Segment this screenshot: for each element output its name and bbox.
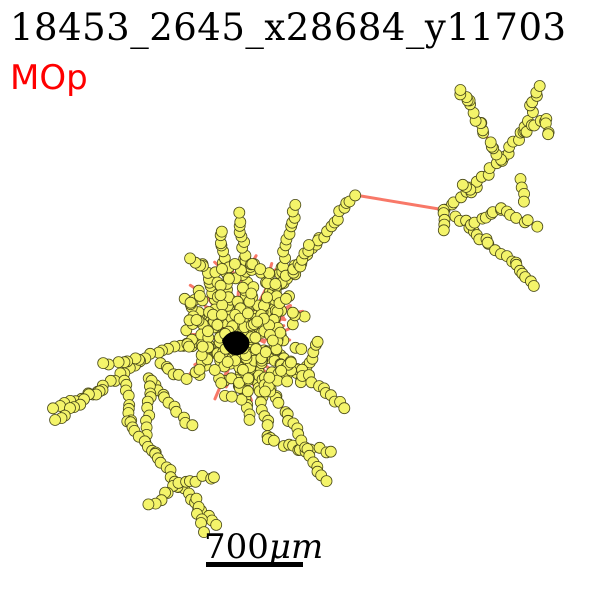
neurite-nodes [47, 80, 555, 538]
neurite-node [184, 296, 197, 309]
neurite-node [228, 258, 241, 270]
neurite-node [259, 385, 271, 398]
neurite-node [216, 263, 228, 275]
neurite-node [338, 402, 351, 415]
soma-body [222, 331, 250, 356]
neurite-node [269, 278, 282, 290]
neurite-node [298, 310, 311, 323]
neurite-node [236, 281, 249, 294]
neurite-node [261, 419, 274, 432]
neurite-segment [353, 193, 447, 212]
neurite-node [261, 291, 273, 304]
neurite-node [454, 84, 467, 96]
neurite-node [241, 307, 254, 320]
neurite-node [221, 356, 234, 368]
neurite-node [211, 318, 224, 331]
neurite-node [295, 343, 308, 356]
scale-bar [206, 562, 303, 567]
neurite-node [245, 287, 258, 300]
neurite-node [214, 289, 227, 302]
neurite-node [190, 314, 203, 326]
neurite-node [249, 331, 262, 344]
neurite-node [275, 364, 288, 377]
neurite-node [481, 236, 494, 249]
neurite-node [112, 356, 125, 369]
neurite-node [180, 373, 193, 385]
neurite-node [263, 371, 276, 384]
neurite-node [254, 263, 267, 276]
scale-bar-label: 700μm [204, 527, 324, 567]
neurite-node [233, 206, 246, 219]
neurite-node [198, 526, 210, 538]
neurite-node [215, 225, 228, 238]
neurite-node [142, 498, 155, 511]
neurite-node [201, 325, 214, 338]
neurite-node [210, 519, 223, 531]
neurite-node [320, 475, 333, 488]
neuron-title: 18453_2645_x28684_y11703 [10, 6, 567, 49]
neurite-node [193, 363, 206, 376]
neurite-node [49, 414, 61, 426]
brain-region-label: MOp [10, 58, 88, 98]
neurite-node [193, 289, 206, 302]
neurite-node [241, 385, 254, 398]
neurite-node [527, 280, 540, 292]
neurite-node [47, 402, 59, 415]
neurite-node [186, 419, 199, 432]
neurite-node [225, 390, 238, 403]
neurite-node [533, 80, 546, 92]
neurite-node [259, 346, 272, 359]
neurite-node [208, 364, 221, 376]
neurite-node [531, 220, 544, 233]
neurite-node [215, 377, 228, 390]
neurite-node [236, 363, 249, 376]
neurite-node [324, 445, 337, 458]
neurite-node [242, 372, 255, 385]
neurite-node [184, 252, 197, 265]
neurite-node [251, 315, 264, 328]
neurite-node [456, 178, 469, 191]
neurite-node [542, 128, 554, 141]
neurite-node [284, 356, 297, 369]
neurite-node [207, 471, 220, 484]
neurite-branches [53, 83, 550, 532]
neurite-node [302, 239, 315, 251]
neurite-node [281, 375, 294, 388]
neurite-node [196, 340, 209, 353]
neurite-node [311, 335, 324, 348]
neurite-node [183, 340, 195, 353]
neurite-node [97, 357, 110, 370]
neurite-node [289, 198, 302, 211]
neurite-node [216, 299, 229, 311]
neurite-node [484, 136, 497, 149]
neurite-node [233, 312, 246, 325]
neurite-node [272, 396, 285, 409]
soma [222, 331, 250, 356]
neurite-node [518, 195, 530, 208]
neurite-node [266, 334, 279, 347]
neurite-node [349, 189, 362, 202]
neurite-node [521, 214, 534, 227]
neurite-node [437, 224, 450, 237]
neurite-node [280, 292, 292, 305]
neurite-node [243, 413, 256, 426]
neurite-node [215, 308, 228, 321]
neurite-node [267, 434, 280, 447]
neurite-node [286, 306, 299, 319]
